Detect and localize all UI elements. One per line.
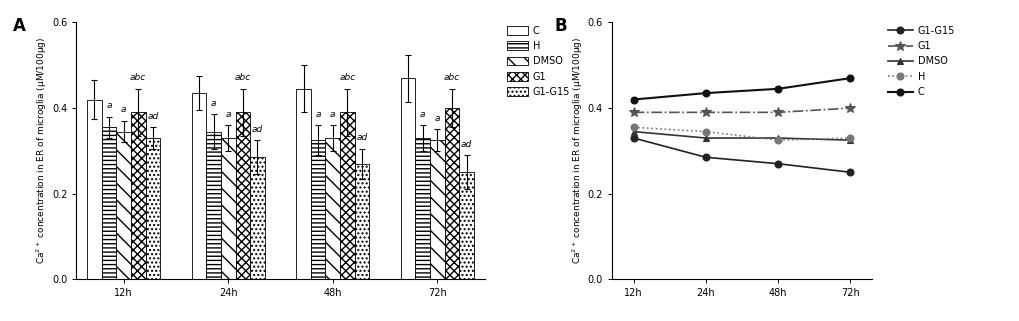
Text: a: a [420, 110, 425, 119]
Text: abc: abc [339, 74, 356, 82]
Text: ad: ad [461, 140, 472, 149]
Text: A: A [13, 17, 26, 35]
Text: abc: abc [234, 74, 251, 82]
Text: a: a [120, 106, 126, 115]
Text: a: a [434, 114, 440, 123]
Bar [116, 132, 130, 279]
Bar [87, 100, 102, 279]
Bar [459, 172, 474, 279]
Bar [250, 157, 265, 279]
Bar [130, 112, 146, 279]
Text: a: a [330, 110, 335, 119]
Bar [311, 140, 325, 279]
Text: ad: ad [147, 112, 158, 121]
Text: B: B [554, 17, 567, 35]
Bar [146, 138, 160, 279]
Bar [102, 127, 116, 279]
Text: ad: ad [252, 125, 263, 134]
Text: abc: abc [443, 74, 460, 82]
Bar [444, 108, 459, 279]
Text: a: a [315, 110, 321, 119]
Y-axis label: Ca$^{2+}$ concentration in ER of microglia (μM/100μg): Ca$^{2+}$ concentration in ER of microgl… [570, 37, 584, 265]
Bar [325, 138, 339, 279]
Legend: C, H, DMSO, G1, G1-G15: C, H, DMSO, G1, G1-G15 [505, 25, 571, 98]
Bar [339, 112, 355, 279]
Bar [296, 89, 311, 279]
Bar [221, 138, 235, 279]
Bar [415, 138, 430, 279]
Bar [206, 132, 221, 279]
Bar [355, 164, 369, 279]
Y-axis label: Ca$^{2+}$ concentration in ER of microglia (μM/100μg): Ca$^{2+}$ concentration in ER of microgl… [35, 37, 49, 265]
Text: abc: abc [130, 74, 146, 82]
Text: ad: ad [356, 133, 368, 142]
Bar [400, 78, 415, 279]
Text: a: a [106, 101, 111, 110]
Legend: G1-G15, G1, DMSO, H, C: G1-G15, G1, DMSO, H, C [887, 25, 955, 98]
Text: a: a [225, 110, 230, 119]
Bar [235, 112, 250, 279]
Bar [192, 93, 206, 279]
Bar [430, 140, 444, 279]
Text: a: a [211, 99, 216, 108]
